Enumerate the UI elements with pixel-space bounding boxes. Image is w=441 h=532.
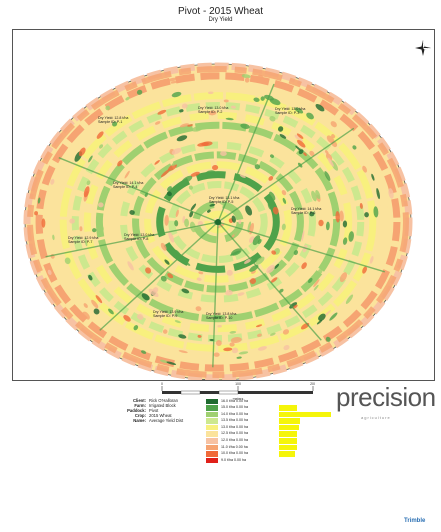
legend-swatch	[206, 418, 218, 424]
map-metadata: Client: Rick O'Halloran Farm: Irrigated Bl…	[93, 398, 206, 423]
legend-area-bar	[279, 411, 331, 418]
legend-row: 11.0 t/ha 0.00 ha	[206, 444, 336, 451]
legend-label: 16.0 t/ha 0.00 ha	[221, 398, 248, 403]
legend-swatch	[206, 405, 218, 411]
map-subtitle: Dry Yield	[208, 17, 233, 23]
legend-label: 15.0 t/ha 0.00 ha	[221, 405, 248, 410]
sample-label: Dry Yield: 13.0 t/ha Sample ID: P-3	[275, 107, 306, 116]
legend-swatch	[206, 451, 218, 457]
scale-bar: 0 100 200 meters	[161, 382, 315, 401]
sample-label: Dry Yield: 13.0 t/ha Sample ID: P-8	[124, 233, 155, 242]
legend-area-bar	[279, 431, 298, 438]
legend-area-bar	[279, 424, 299, 431]
brand-logo-subtitle: agriculture	[361, 415, 391, 420]
metadata-row: Paddock: Pivot	[127, 408, 159, 413]
sample-label: Dry Yield: 12.8 t/ha Sample ID: P-1	[98, 116, 129, 125]
brand-logo: precision	[336, 382, 436, 412]
legend-swatch	[206, 431, 218, 438]
legend-label: 10.0 t/ha 0.00 ha	[221, 451, 248, 456]
sample-label: Dry Yield: 13.0 t/ha Sample ID: P-2	[198, 106, 229, 115]
sample-label: Dry Yield: 13.9 t/ha Sample ID: P-9	[153, 310, 184, 319]
north-arrow-icon	[415, 40, 431, 56]
legend-row: 13.0 t/ha 0.00 ha	[206, 424, 336, 431]
legend-area-bar	[279, 405, 298, 411]
legend-row: 12.0 t/ha 0.00 ha	[206, 438, 336, 445]
sample-label: Dry Yield: 12.9 t/ha Sample ID: P-7	[68, 236, 99, 245]
map-frame: Dry Yield: 12.8 t/ha Sample ID: P-1 Dry Y…	[12, 29, 435, 401]
legend-label: 12.0 t/ha 0.00 ha	[221, 438, 248, 443]
legend-row: 12.5 t/ha 0.00 ha	[206, 431, 336, 438]
legend-label: 11.0 t/ha 0.00 ha	[221, 444, 248, 449]
metadata-row: Crop: 2015 Wheat	[134, 413, 172, 418]
legend-swatch	[206, 411, 218, 418]
legend-area-bar	[279, 451, 295, 457]
scale-unit: meters	[233, 397, 244, 401]
map-title: Pivot - 2015 Wheat	[177, 6, 264, 17]
legend-row: 9.0 t/ha 0.00 ha	[206, 457, 336, 464]
legend-label: 13.0 t/ha 0.00 ha	[221, 424, 248, 429]
legend-swatch	[206, 438, 218, 444]
legend-swatch	[206, 444, 218, 451]
legend-swatch	[206, 398, 218, 405]
metadata-row: Client: Rick O'Halloran	[132, 398, 178, 403]
legend-label: 13.5 t/ha 0.00 ha	[221, 418, 248, 423]
legend-area-bar	[279, 418, 300, 424]
legend-row: 15.0 t/ha 0.00 ha	[206, 405, 336, 412]
legend-area-bar	[279, 444, 298, 451]
legend-row: 14.0 t/ha 0.00 ha	[206, 411, 336, 418]
legend-row: 10.0 t/ha 0.00 ha	[206, 451, 336, 458]
scale-label: 0	[161, 382, 163, 386]
yield-legend: 16.0 t/ha 0.00 ha 15.0 t/ha 0.00 ha 14.0 t…	[206, 398, 336, 464]
legend-area-bar	[279, 438, 298, 444]
metadata-row: Name: Average Yield Dist	[133, 418, 184, 423]
scale-label: 200	[310, 382, 315, 386]
legend-swatch	[206, 424, 218, 431]
legend-row: 16.0 t/ha 0.00 ha	[206, 398, 336, 405]
legend-label: 12.5 t/ha 0.00 ha	[221, 431, 248, 436]
field-pivot-circle	[23, 62, 413, 380]
sample-label: Dry Yield: 14.1 t/ha Sample ID: P-4	[113, 181, 144, 190]
legend-row: 13.5 t/ha 0.00 ha	[206, 418, 336, 425]
metadata-row: Farm: Irrigated Block	[134, 403, 176, 408]
sample-label: Dry Yield: 14.1 t/ha Sample ID: P-6	[291, 207, 322, 216]
scale-label: 100	[235, 382, 241, 386]
yield-map	[23, 62, 413, 380]
legend-label: 9.0 t/ha 0.00 ha	[221, 457, 246, 462]
sample-label: Dry Yield: 13.8 t/ha Sample ID: P-10	[206, 312, 237, 321]
legend-label: 14.0 t/ha 0.00 ha	[221, 411, 248, 416]
legend-swatch	[206, 457, 218, 464]
trimble-logo: Trimble	[404, 518, 426, 524]
sample-label: Dry Yield: 13.1 t/ha Sample ID: P-5	[209, 196, 240, 205]
